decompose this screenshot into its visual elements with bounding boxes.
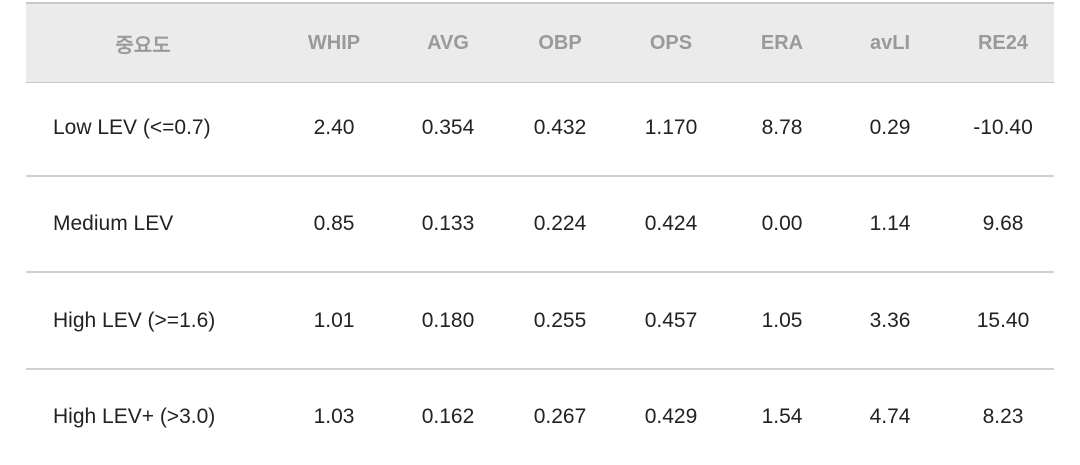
value-cell: 0.255 bbox=[533, 308, 587, 332]
value-cell: 1.01 bbox=[313, 308, 355, 332]
header-cell: OBP bbox=[538, 31, 582, 54]
header-cell: 중요도 bbox=[115, 34, 171, 57]
row-label: High LEV+ (>3.0) bbox=[53, 404, 216, 428]
row-label: Low LEV (<=0.7) bbox=[53, 116, 211, 139]
value-cell: 0.424 bbox=[644, 212, 698, 235]
value-cell: 1.54 bbox=[761, 404, 803, 428]
value-cell: 2.40 bbox=[313, 116, 355, 139]
table-row: Medium LEV 0.85 0.133 0.224 0.424 0.00 1.14 9.6… bbox=[26, 177, 1054, 273]
table-row: Low LEV (<=0.7) 2.40 0.354 0.432 1.170 8.78 0.… bbox=[26, 81, 1054, 177]
header-cell: AVG bbox=[427, 31, 469, 54]
header-cell: OPS bbox=[649, 31, 693, 54]
header-cell: avLI bbox=[869, 31, 911, 54]
header-cell: ERA bbox=[760, 31, 804, 54]
value-cell: 0.29 bbox=[869, 116, 911, 139]
value-cell: 4.74 bbox=[869, 404, 911, 428]
value-cell: 0.180 bbox=[421, 308, 475, 332]
row-label: High LEV (>=1.6) bbox=[53, 308, 216, 332]
value-cell: -10.40 bbox=[973, 116, 1033, 139]
row-label: Medium LEV bbox=[53, 212, 174, 235]
value-cell: 0.162 bbox=[421, 404, 475, 428]
value-cell: 0.00 bbox=[761, 212, 803, 235]
stats-table: 중요도 WHIP AVG OBP OPS ERA avLI RE24 Low LEV (<=0.… bbox=[26, 0, 1054, 465]
table-row: High LEV+ (>3.0) 1.03 0.162 0.267 0.429 1.54 4… bbox=[26, 370, 1054, 463]
value-cell: 8.23 bbox=[982, 404, 1024, 428]
value-cell: 15.40 bbox=[976, 308, 1030, 332]
value-cell: 3.36 bbox=[869, 308, 911, 332]
value-cell: 9.68 bbox=[982, 212, 1024, 235]
value-cell: 0.267 bbox=[533, 404, 587, 428]
value-cell: 1.14 bbox=[869, 212, 911, 235]
value-cell: 1.170 bbox=[644, 116, 698, 139]
table-row: High LEV (>=1.6) 1.01 0.180 0.255 0.457 1.05 3… bbox=[26, 273, 1054, 370]
value-cell: 0.354 bbox=[421, 116, 475, 139]
value-cell: 0.432 bbox=[533, 116, 587, 139]
table-header: 중요도 WHIP AVG OBP OPS ERA avLI RE24 bbox=[26, 2, 1054, 83]
value-cell: 0.224 bbox=[533, 212, 587, 235]
value-cell: 1.03 bbox=[313, 404, 355, 428]
header-cell: WHIP bbox=[307, 31, 361, 54]
header-cell: RE24 bbox=[977, 31, 1029, 54]
value-cell: 0.85 bbox=[313, 212, 355, 235]
value-cell: 8.78 bbox=[761, 116, 803, 139]
value-cell: 0.429 bbox=[644, 404, 698, 428]
value-cell: 1.05 bbox=[761, 308, 803, 332]
value-cell: 0.457 bbox=[644, 308, 698, 332]
value-cell: 0.133 bbox=[421, 212, 475, 235]
